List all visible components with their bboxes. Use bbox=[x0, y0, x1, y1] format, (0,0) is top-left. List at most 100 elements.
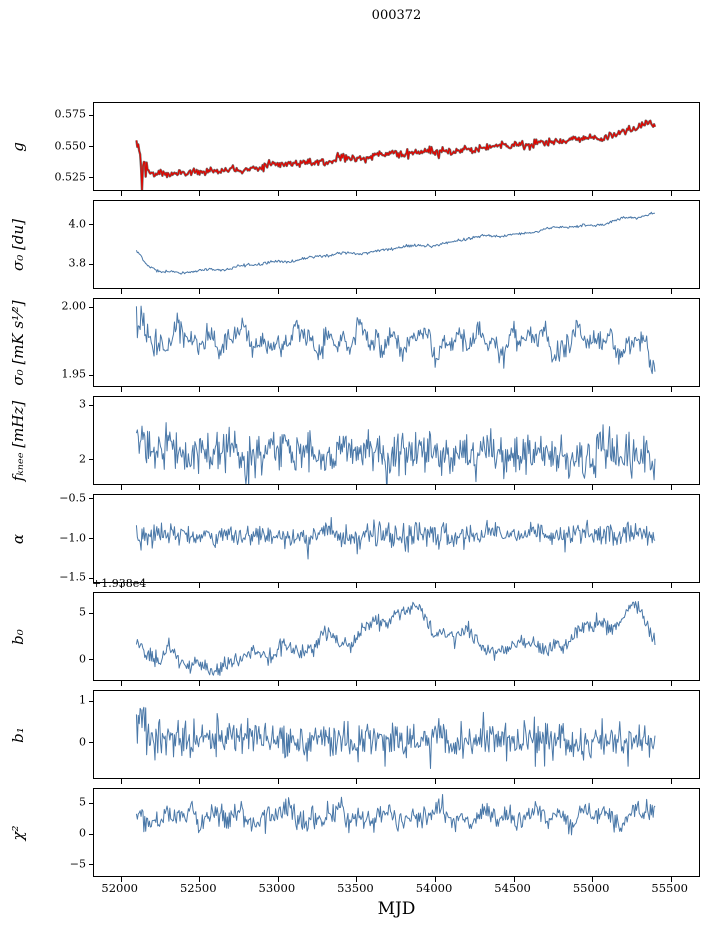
y-tick-label: 0.550 bbox=[54, 139, 87, 152]
x-tick-mark bbox=[513, 289, 515, 294]
x-tick-mark bbox=[670, 779, 672, 784]
y-tick-mark bbox=[89, 700, 94, 702]
x-tick-mark bbox=[199, 485, 201, 490]
x-tick-label: 53500 bbox=[337, 881, 374, 895]
y-tick-mark bbox=[89, 146, 94, 147]
x-tick-mark bbox=[120, 387, 122, 392]
y-tick-mark bbox=[89, 498, 94, 500]
x-tick-mark bbox=[120, 681, 122, 686]
axes-alpha bbox=[89, 494, 700, 588]
x-tick-mark bbox=[120, 779, 122, 784]
x-tick-mark bbox=[199, 779, 201, 784]
plot-canvas-sigma0-mK bbox=[94, 299, 699, 386]
x-tick-mark bbox=[670, 191, 672, 196]
x-tick-mark bbox=[277, 289, 279, 294]
panel-sigma0-du: σ₀ [du] 3.8 4.0 bbox=[0, 200, 720, 294]
panel-alpha: α −0.5 −1.0 −1.5 bbox=[0, 491, 720, 588]
y-axis-label-chi2: χ² bbox=[9, 824, 27, 841]
x-tick-mark bbox=[356, 191, 358, 196]
y-tick-mark bbox=[89, 833, 94, 835]
axes-chi2 bbox=[89, 788, 700, 882]
panels: g 0.525 0.550 0.575 σ₀ [du] 3.8 4.0 σ₀ [mK s¹⁄²… bbox=[0, 102, 720, 882]
y-tick-label: −5 bbox=[69, 857, 86, 871]
y-tick-mark bbox=[89, 114, 94, 116]
panel-g: g 0.525 0.550 0.575 bbox=[0, 102, 720, 196]
plot-canvas-b0 bbox=[94, 593, 699, 680]
x-axis-label: MJD bbox=[377, 899, 416, 919]
y-tick-label: 0.575 bbox=[54, 107, 87, 121]
x-tick-mark bbox=[199, 681, 201, 686]
x-tick-mark bbox=[435, 681, 436, 686]
x-tick-mark bbox=[513, 681, 515, 686]
x-tick-mark bbox=[592, 387, 594, 392]
x-tick-mark bbox=[277, 583, 279, 588]
y-tick-label: 1 bbox=[79, 693, 86, 707]
x-tick-mark bbox=[199, 387, 201, 392]
y-tick-label: 3.8 bbox=[68, 256, 87, 270]
x-tick-mark bbox=[120, 877, 122, 882]
y-tick-label: 2.00 bbox=[61, 299, 87, 313]
x-tick-mark bbox=[513, 191, 515, 196]
y-tick-mark bbox=[89, 577, 94, 579]
plot-canvas-fknee bbox=[94, 397, 699, 484]
y-axis-label-alpha: α bbox=[9, 533, 27, 544]
x-tick-mark bbox=[592, 485, 594, 490]
plot-canvas-sigma0-du bbox=[94, 201, 699, 288]
x-tick-mark bbox=[356, 289, 358, 294]
x-tick-mark bbox=[513, 583, 515, 588]
x-tick-label: 55500 bbox=[651, 881, 688, 895]
x-tick-labels: 52000 52500 53000 53500 54000 54500 55000 55500 bbox=[93, 881, 700, 896]
axes-fknee bbox=[89, 396, 700, 490]
y-tick-label: 4.0 bbox=[68, 217, 87, 231]
x-tick-mark bbox=[356, 485, 358, 490]
x-tick-mark bbox=[592, 877, 594, 882]
x-tick-label: 53000 bbox=[258, 881, 296, 895]
x-tick-mark bbox=[513, 485, 515, 490]
y-axis-label-sigma0-mK: σ₀ [mK s¹⁄²] bbox=[9, 299, 27, 386]
plot-canvas-g bbox=[94, 103, 699, 190]
x-tick-mark bbox=[592, 779, 594, 784]
y-tick-mark bbox=[89, 742, 94, 744]
y-axis-label-b1: b₁ bbox=[9, 726, 27, 743]
x-tick-mark bbox=[513, 779, 515, 784]
panel-b1: b₁ 0 1 bbox=[0, 690, 720, 784]
y-tick-mark bbox=[89, 177, 94, 179]
x-tick-mark bbox=[435, 191, 436, 196]
axes-b1 bbox=[89, 690, 700, 784]
y-tick-mark bbox=[89, 659, 94, 661]
x-tick-mark bbox=[670, 485, 672, 490]
y-tick-mark bbox=[89, 459, 94, 461]
y-tick-label: 0 bbox=[79, 735, 86, 749]
panel-sigma0-mK: σ₀ [mK s¹⁄²] 1.95 2.00 bbox=[0, 298, 720, 392]
x-tick-mark bbox=[277, 191, 279, 196]
x-tick-mark bbox=[120, 191, 122, 196]
x-tick-mark bbox=[435, 387, 436, 392]
x-tick-mark bbox=[120, 289, 122, 294]
x-tick-mark bbox=[120, 583, 122, 588]
x-tick-mark bbox=[435, 583, 436, 588]
y-tick-label: 0 bbox=[79, 652, 86, 666]
y-tick-label: 1.95 bbox=[61, 367, 87, 381]
x-tick-mark bbox=[670, 877, 672, 882]
x-tick-mark bbox=[277, 681, 279, 686]
x-tick-mark bbox=[356, 681, 358, 686]
y-tick-label: 2 bbox=[79, 452, 86, 466]
x-tick-mark bbox=[435, 877, 436, 882]
x-tick-mark bbox=[592, 191, 594, 196]
y-axis-label-b0: b₀ bbox=[9, 628, 27, 645]
figure-title: 000372 bbox=[371, 8, 422, 23]
x-tick-mark bbox=[670, 387, 672, 392]
y-tick-label: −0.5 bbox=[59, 491, 86, 505]
axes-b0: +1.938e4 bbox=[89, 577, 700, 686]
x-tick-mark bbox=[670, 583, 672, 588]
y-axis-label-fknee: fₖₙₑₑ [mHz] bbox=[9, 400, 27, 481]
x-tick-mark bbox=[356, 387, 358, 392]
x-tick-mark bbox=[199, 877, 201, 882]
y-tick-mark bbox=[89, 404, 94, 406]
y-tick-labels-sigma0-du: 3.8 4.0 bbox=[36, 200, 93, 289]
plot-canvas-chi2 bbox=[94, 789, 699, 876]
y-tick-labels-alpha: −0.5 −1.0 −1.5 bbox=[36, 491, 93, 583]
y-tick-label: −1.0 bbox=[59, 531, 86, 544]
